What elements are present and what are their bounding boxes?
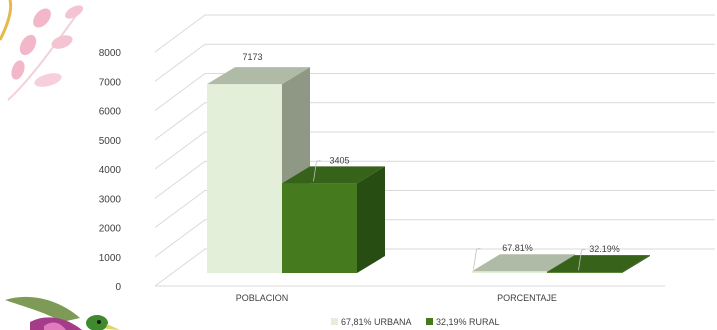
legend-label-rural: 32,19% RURAL bbox=[436, 317, 500, 327]
legend-swatch-urbana bbox=[331, 318, 338, 325]
gridline bbox=[154, 102, 715, 141]
y-tick-label: 8000 bbox=[99, 48, 122, 59]
gridline bbox=[154, 43, 715, 82]
gridline bbox=[154, 219, 715, 258]
gridline bbox=[154, 131, 715, 170]
bar-front bbox=[207, 84, 282, 273]
bar-top bbox=[282, 166, 385, 184]
data-label: 32.19% bbox=[589, 244, 620, 254]
bar-side bbox=[357, 166, 385, 273]
y-tick-label: 0 bbox=[115, 282, 121, 293]
data-label: 67.81% bbox=[502, 243, 533, 253]
legend-label-urbana: 67,81% URBANA bbox=[341, 317, 412, 327]
data-label-leader bbox=[313, 159, 321, 182]
bar-top bbox=[547, 255, 650, 273]
y-tick-label: 3000 bbox=[99, 194, 122, 205]
x-tick-label: PORCENTAJE bbox=[497, 293, 557, 303]
data-label: 3405 bbox=[329, 155, 349, 165]
legend-swatch-rural bbox=[426, 318, 433, 325]
data-label: 7173 bbox=[242, 52, 262, 62]
gridline bbox=[154, 14, 715, 53]
gridline bbox=[154, 73, 715, 111]
leaf-branch-decoration bbox=[0, 0, 84, 101]
bar-top bbox=[207, 67, 310, 85]
hummingbird-decoration bbox=[5, 296, 120, 330]
bar-top bbox=[472, 254, 575, 272]
legend: 67,81% URBANA 32,19% RURAL bbox=[331, 317, 500, 327]
bar-side bbox=[622, 255, 650, 273]
bar-front bbox=[547, 272, 622, 273]
bar-front bbox=[472, 271, 547, 273]
bar-front bbox=[282, 183, 357, 273]
x-tick-label: POBLACION bbox=[236, 293, 289, 303]
y-tick-label: 6000 bbox=[99, 107, 122, 118]
data-label-leader bbox=[578, 248, 586, 271]
y-tick-label: 4000 bbox=[99, 165, 122, 176]
gridline bbox=[154, 248, 715, 287]
plot-area: 0 1000 2000 3000 4000 5000 6000 7000 8000 POBLACI… bbox=[99, 14, 715, 303]
y-tick-label: 5000 bbox=[99, 136, 122, 147]
y-tick-label: 1000 bbox=[99, 253, 122, 264]
gridline bbox=[154, 160, 715, 199]
y-tick-label: 7000 bbox=[99, 77, 122, 88]
data-label-leader bbox=[473, 247, 481, 270]
y-tick-label: 2000 bbox=[99, 224, 122, 235]
gridline bbox=[154, 190, 715, 228]
